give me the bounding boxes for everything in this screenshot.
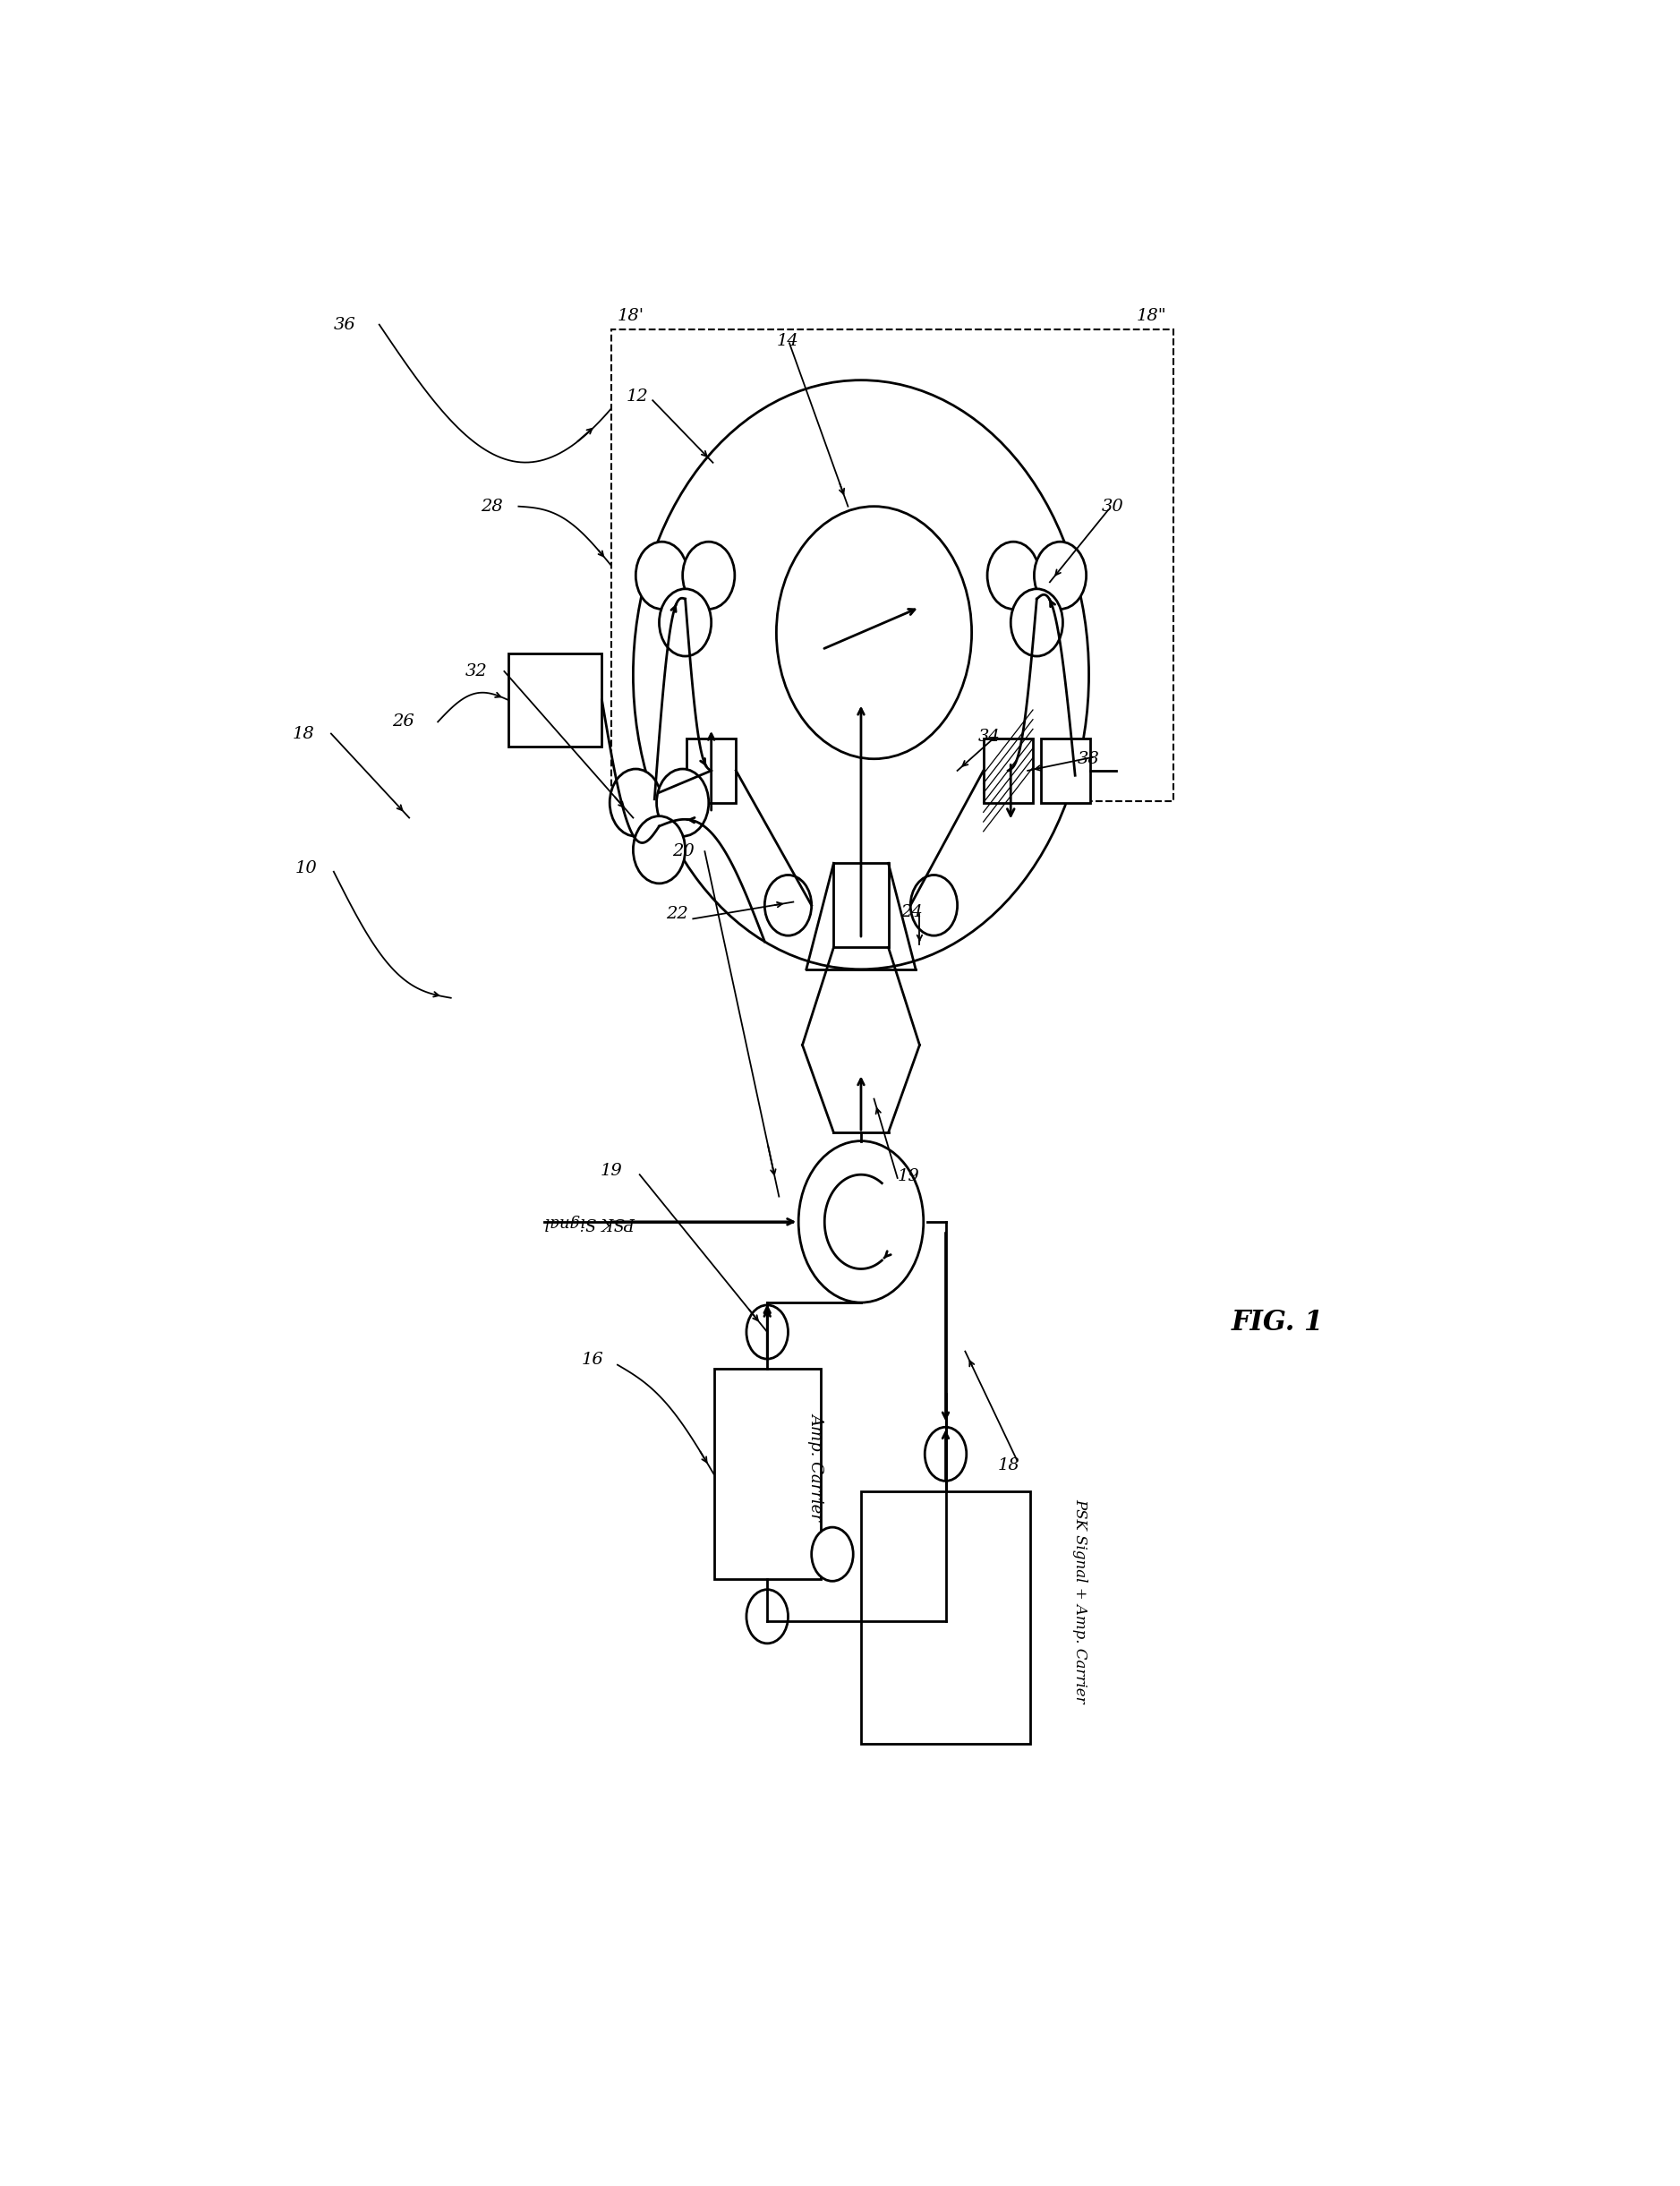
Text: FIG. 1: FIG. 1	[1231, 1309, 1324, 1336]
Text: 18: 18	[998, 1458, 1020, 1473]
Text: 38: 38	[1077, 750, 1099, 767]
Text: 30: 30	[1102, 498, 1124, 514]
Text: 24: 24	[900, 905, 922, 920]
Circle shape	[1035, 542, 1087, 610]
Text: 14: 14	[776, 334, 798, 350]
Circle shape	[610, 769, 662, 837]
Text: 26: 26	[391, 715, 415, 730]
Bar	[507, 654, 601, 745]
Circle shape	[988, 542, 1040, 610]
Bar	[687, 739, 736, 802]
Text: 18': 18'	[618, 308, 645, 324]
Text: 10: 10	[294, 861, 318, 877]
Text: 16: 16	[581, 1351, 603, 1368]
Circle shape	[633, 380, 1089, 968]
Text: PSK Signal: PSK Signal	[544, 1213, 635, 1231]
Bar	[612, 330, 1173, 800]
Circle shape	[635, 542, 687, 610]
Circle shape	[659, 588, 711, 656]
Text: Amp. Carrier: Amp. Carrier	[808, 1412, 825, 1519]
Circle shape	[811, 1528, 853, 1580]
Circle shape	[657, 769, 709, 837]
Circle shape	[746, 1589, 788, 1644]
Bar	[860, 1491, 1030, 1744]
Text: PSK Signal + Amp. Carrier: PSK Signal + Amp. Carrier	[1072, 1497, 1087, 1703]
Text: 19: 19	[600, 1163, 623, 1178]
Circle shape	[764, 874, 811, 936]
Circle shape	[1011, 588, 1063, 656]
Text: 18": 18"	[1137, 308, 1168, 324]
Text: 28: 28	[480, 498, 502, 514]
Circle shape	[746, 1305, 788, 1360]
Text: 20: 20	[672, 844, 694, 859]
Text: 32: 32	[465, 662, 487, 680]
Bar	[833, 863, 889, 947]
Text: 34: 34	[978, 728, 1000, 745]
Text: 36: 36	[334, 317, 356, 332]
Text: 22: 22	[665, 905, 687, 922]
Bar	[983, 739, 1033, 802]
Text: 18: 18	[292, 726, 314, 741]
Circle shape	[776, 507, 971, 759]
Circle shape	[924, 1427, 966, 1480]
Circle shape	[911, 874, 958, 936]
Text: 12: 12	[627, 389, 648, 404]
Bar	[714, 1368, 820, 1580]
Circle shape	[798, 1141, 924, 1303]
Bar	[1040, 739, 1090, 802]
Text: 19: 19	[897, 1167, 919, 1185]
Circle shape	[633, 815, 685, 883]
Circle shape	[682, 542, 734, 610]
